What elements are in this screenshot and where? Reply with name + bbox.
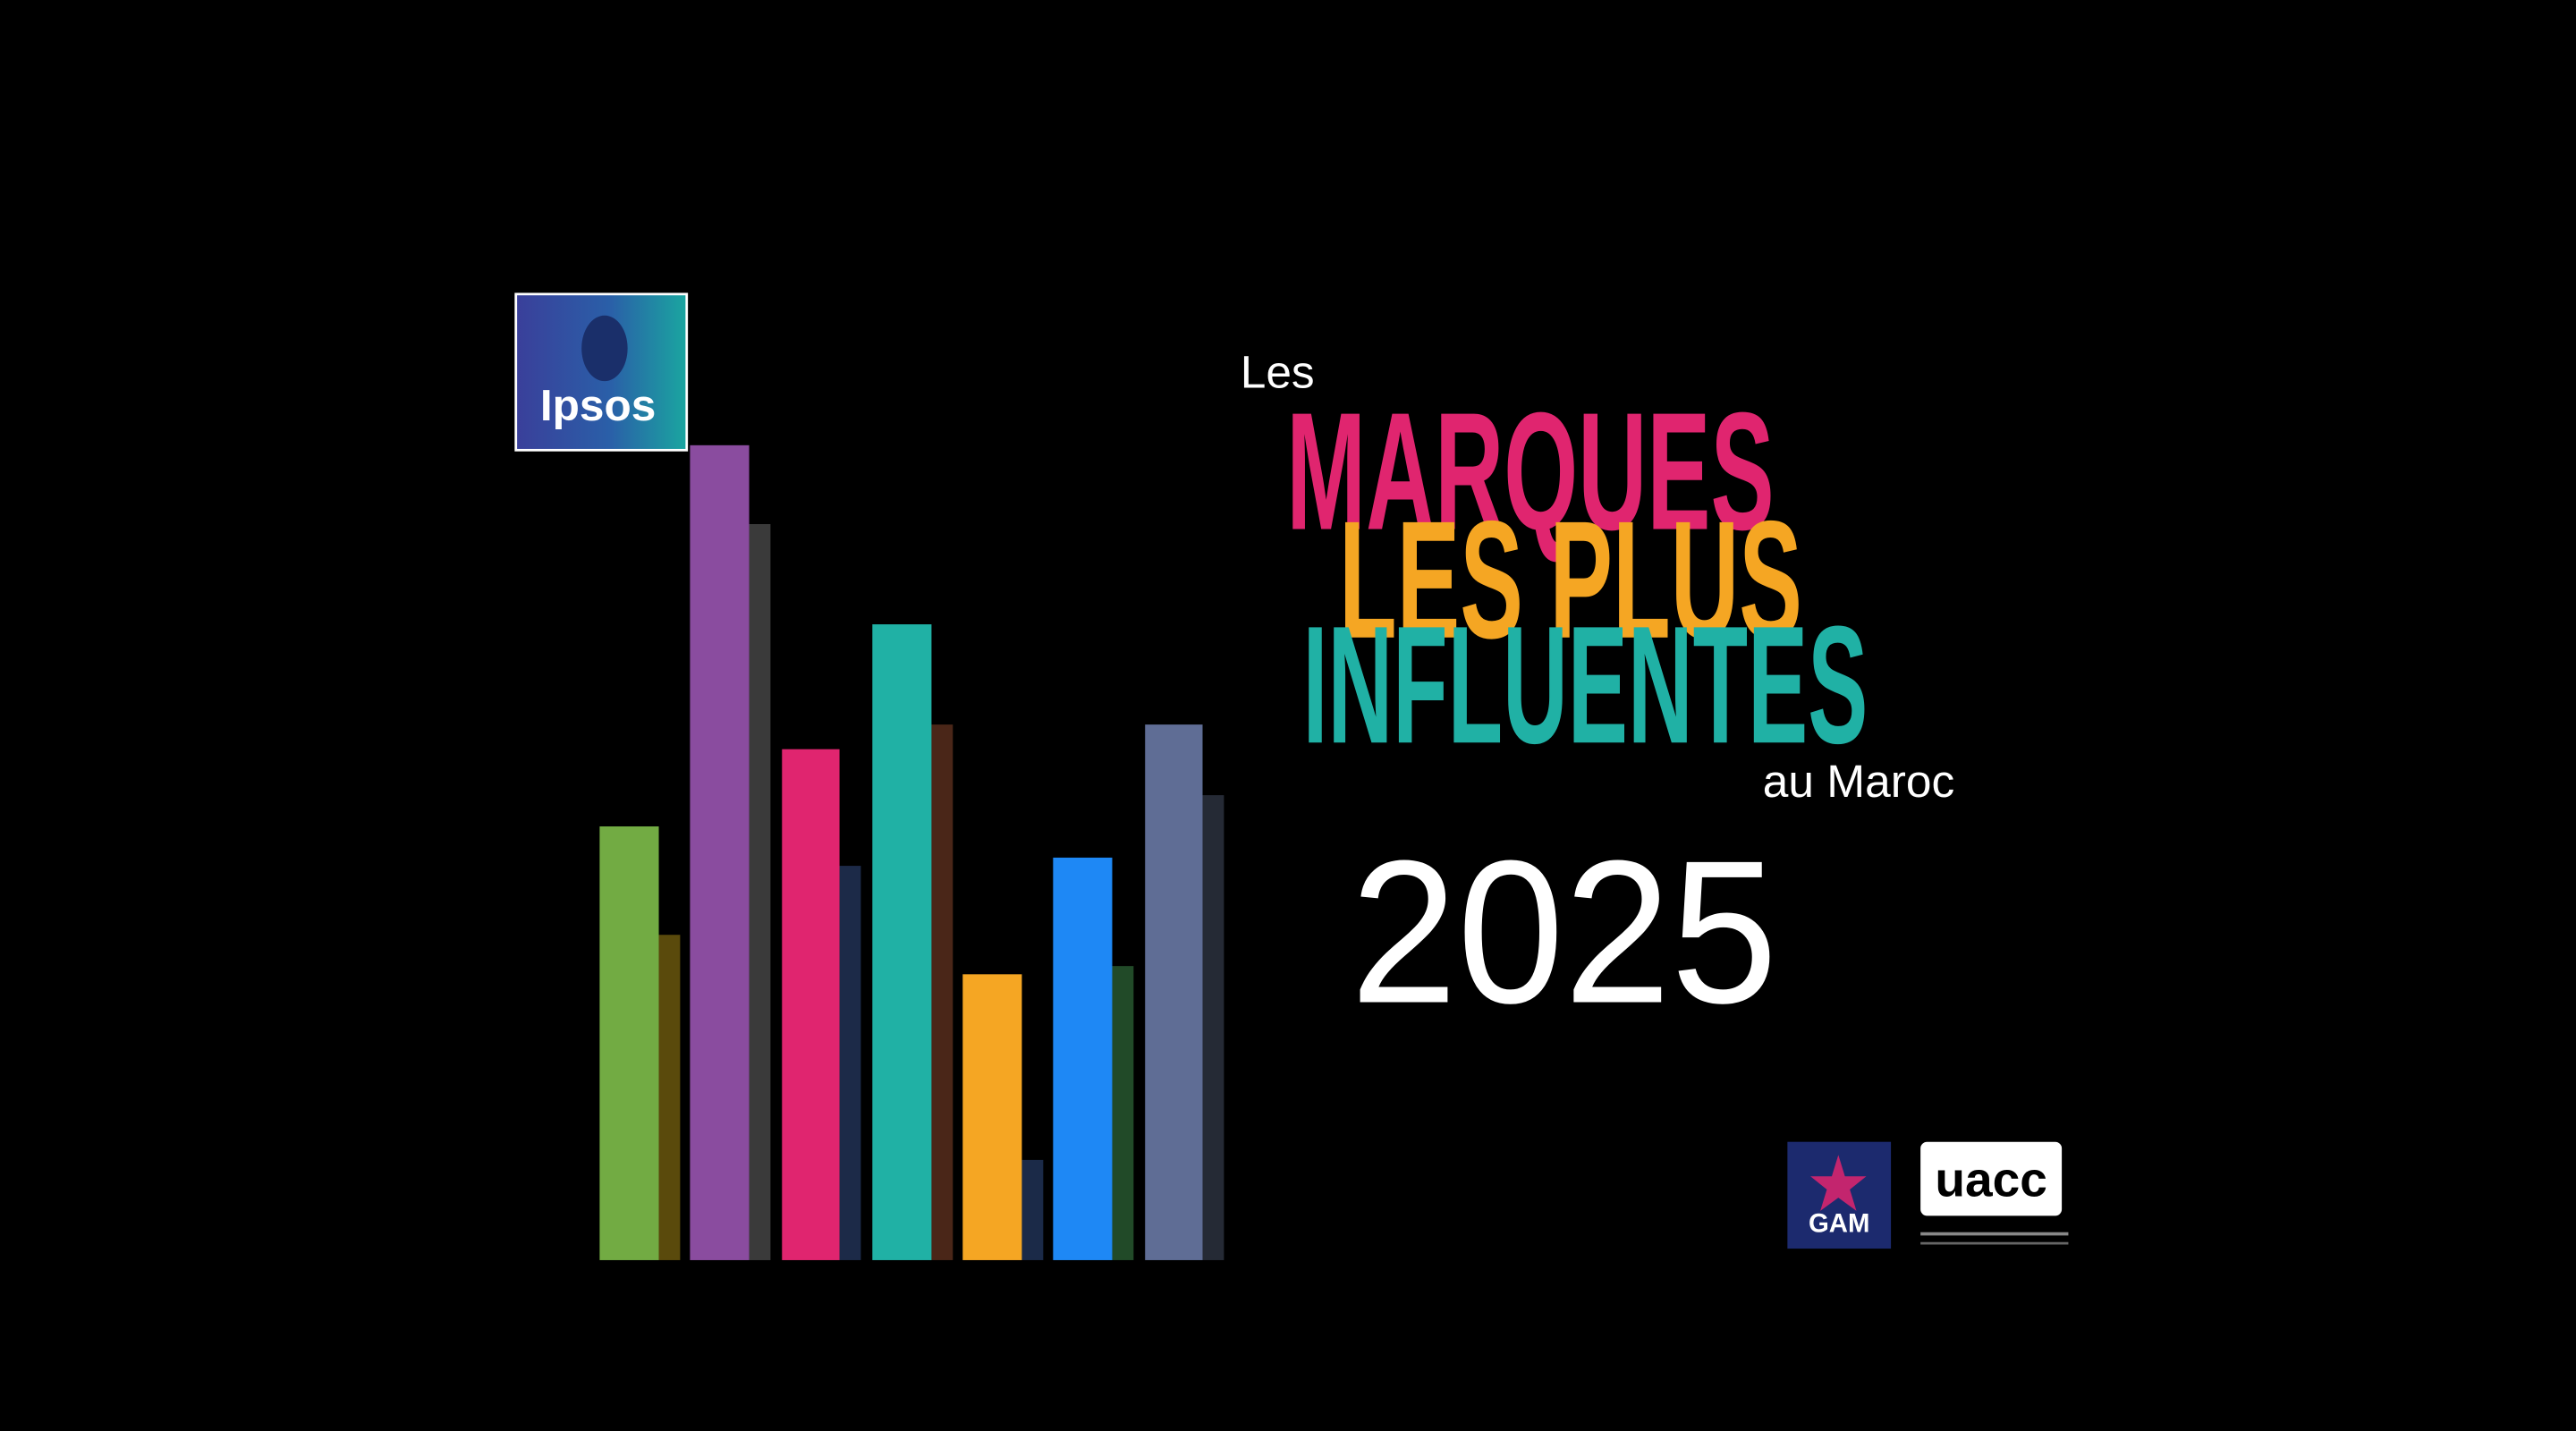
logo-text: Ipsos: [540, 380, 656, 430]
title-outro: au Maroc: [1763, 755, 1954, 807]
title-year: 2025: [1351, 819, 1778, 1046]
ipsos-logo: Ipsos: [514, 292, 689, 452]
logo-rule: [1920, 1232, 2069, 1236]
bar-shadow: [658, 935, 681, 1260]
bar: [1145, 724, 1203, 1260]
logo-rule: [1920, 1241, 2069, 1245]
bar: [690, 445, 750, 1260]
bar-shadow: [1021, 1159, 1044, 1260]
bar-shadow: [749, 523, 771, 1260]
bar-shadow: [1202, 795, 1224, 1260]
bar: [782, 749, 840, 1260]
decorative-bars: [599, 445, 1224, 1260]
logo-text: uacc: [1935, 1151, 2047, 1207]
bar-shadow: [931, 724, 953, 1260]
title-line: LES PLUS: [1339, 486, 1802, 673]
bar-shadow: [1112, 966, 1134, 1260]
logo-star: [1810, 1155, 1867, 1211]
gam-logo: GAM: [1787, 1141, 1892, 1249]
title-line: MARQUES: [1286, 377, 1775, 564]
bar: [1053, 857, 1113, 1260]
logo-text: GAM: [1809, 1209, 1870, 1239]
title-line: INFLUENTES: [1303, 590, 1868, 778]
bar: [599, 826, 659, 1260]
uacc-logo: uacc: [1920, 1141, 2069, 1245]
title-intro: Les: [1241, 346, 1315, 398]
logo-box: [1920, 1141, 2063, 1216]
bar: [962, 974, 1022, 1260]
bar-shadow: [839, 866, 861, 1260]
bar: [872, 624, 932, 1260]
logo-head: [581, 315, 628, 382]
